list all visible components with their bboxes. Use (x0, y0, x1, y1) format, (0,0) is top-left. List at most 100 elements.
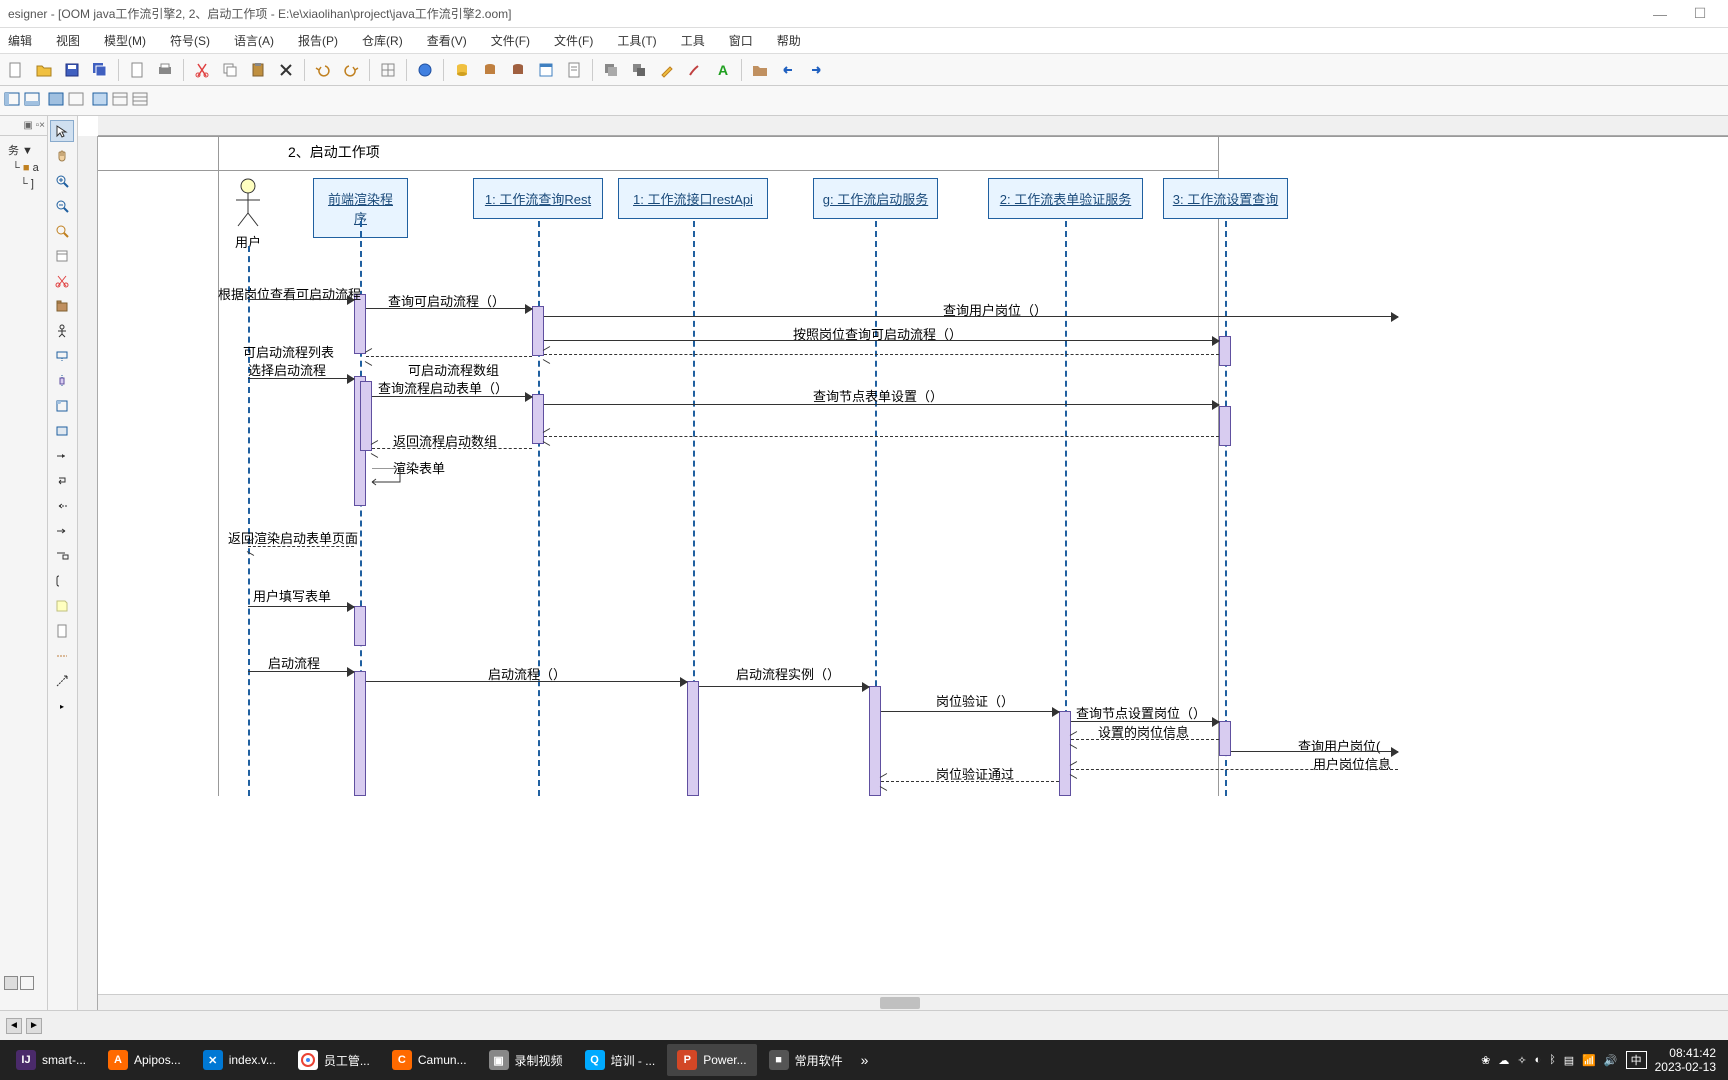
menu-language[interactable]: 语言(A) (230, 30, 278, 51)
menu-file2[interactable]: 文件(F) (550, 30, 597, 51)
delete-icon[interactable] (274, 58, 298, 82)
act-frontend-1[interactable] (354, 294, 366, 354)
taskbar-app-5[interactable]: CCamun... (382, 1044, 477, 1076)
tree-item-1[interactable]: 务 ▼ (4, 140, 43, 160)
panel1-icon[interactable] (4, 91, 20, 110)
horizontal-scrollbar[interactable] (98, 994, 1728, 1010)
maximize-button[interactable]: ☐ (1680, 5, 1720, 22)
scroll-thumb[interactable] (880, 997, 920, 1009)
taskbar-app-7[interactable]: Q培训 - ... (575, 1044, 666, 1076)
copy2-icon[interactable] (599, 58, 623, 82)
menu-window[interactable]: 窗口 (725, 30, 757, 51)
arrow-left-icon[interactable] (776, 58, 800, 82)
more-icon[interactable]: ▸ (50, 695, 74, 717)
menu-check[interactable]: 查看(V) (423, 30, 471, 51)
return-icon[interactable] (50, 495, 74, 517)
lifeline-start-service[interactable]: g: 工作流启动服务 (813, 178, 938, 219)
panel3-icon[interactable] (48, 91, 64, 110)
ime-indicator[interactable]: 中 (1626, 1051, 1647, 1069)
panel5-icon[interactable] (92, 91, 108, 110)
zoom-out-icon[interactable] (50, 195, 74, 217)
taskbar-app-2[interactable]: AApipos... (98, 1044, 191, 1076)
db2-icon[interactable] (478, 58, 502, 82)
globe-icon[interactable] (413, 58, 437, 82)
undo-icon[interactable] (311, 58, 335, 82)
taskbar-app-4[interactable]: 员工管... (288, 1044, 380, 1076)
taskbar-app-3[interactable]: ✕index.v... (193, 1044, 286, 1076)
tray-icon-6[interactable]: ▤ (1564, 1054, 1574, 1067)
pointer-tool-icon[interactable] (50, 120, 74, 142)
open-icon[interactable] (32, 58, 56, 82)
create-icon[interactable] (50, 545, 74, 567)
db1-icon[interactable] (450, 58, 474, 82)
tray-icon-3[interactable]: ✧ (1517, 1054, 1526, 1067)
menu-help[interactable]: 帮助 (773, 30, 805, 51)
menu-tools2[interactable]: 工具 (677, 30, 709, 51)
doc-icon[interactable] (562, 58, 586, 82)
message-icon[interactable] (50, 445, 74, 467)
print-icon[interactable] (153, 58, 177, 82)
window-icon[interactable] (534, 58, 558, 82)
act-frontend-2b[interactable] (360, 381, 372, 451)
grid-icon[interactable] (376, 58, 400, 82)
menu-tools1[interactable]: 工具(T) (613, 30, 660, 51)
panel4-icon[interactable] (68, 91, 84, 110)
taskbar-app-9[interactable]: ■常用软件 (759, 1044, 853, 1076)
taskbar-app-6[interactable]: ▣录制视频 (479, 1044, 573, 1076)
act-settings-1[interactable] (1219, 336, 1231, 366)
taskbar-app-1[interactable]: IJsmart-... (6, 1044, 96, 1076)
tray-icon-2[interactable]: ☁ (1498, 1054, 1509, 1067)
menu-file1[interactable]: 文件(F) (487, 30, 534, 51)
paste-icon[interactable] (246, 58, 270, 82)
menu-repository[interactable]: 仓库(R) (358, 30, 407, 51)
dependency-icon[interactable] (50, 670, 74, 692)
act-frontend-4[interactable] (354, 671, 366, 796)
arrow-right-icon[interactable] (804, 58, 828, 82)
tab2-icon[interactable] (20, 976, 34, 990)
saveall-icon[interactable] (88, 58, 112, 82)
properties-icon[interactable] (50, 245, 74, 267)
tree-item-2[interactable]: └ ■ a (4, 160, 43, 176)
menu-edit[interactable]: 编辑 (4, 30, 36, 51)
new-icon[interactable] (4, 58, 28, 82)
menu-symbol[interactable]: 符号(S) (166, 30, 214, 51)
zoom-fit-icon[interactable] (50, 220, 74, 242)
tray-bluetooth-icon[interactable]: ᛒ (1549, 1054, 1556, 1066)
file-icon[interactable] (50, 620, 74, 642)
ref-icon[interactable] (50, 420, 74, 442)
object-icon[interactable] (50, 345, 74, 367)
panel2-icon[interactable] (24, 91, 40, 110)
activation-icon[interactable] (50, 370, 74, 392)
system-tray[interactable]: ❀ ☁ ✧ ◐ ᛒ ▤ 📶 🔊 中 (1481, 1051, 1647, 1069)
package-icon[interactable] (50, 295, 74, 317)
pencil-icon[interactable] (655, 58, 679, 82)
actor-user[interactable]: 用户 (233, 178, 263, 251)
tab-prev-icon[interactable]: ◄ (6, 1018, 22, 1034)
brush-icon[interactable] (683, 58, 707, 82)
cut-tool-icon[interactable] (50, 270, 74, 292)
note-icon[interactable] (50, 595, 74, 617)
lifeline-query-rest[interactable]: 1: 工作流查询Rest (473, 178, 603, 219)
tray-icon-4[interactable]: ◐ (1535, 1054, 1542, 1066)
lifeline-settings-query[interactable]: 3: 工作流设置查询 (1163, 178, 1288, 219)
cut-icon[interactable] (190, 58, 214, 82)
act-api-1[interactable] (687, 681, 699, 796)
save-icon[interactable] (60, 58, 84, 82)
panel6-icon[interactable] (112, 91, 128, 110)
self-msg-icon[interactable] (50, 470, 74, 492)
hand-tool-icon[interactable] (50, 145, 74, 167)
constraint-icon[interactable] (50, 570, 74, 592)
page-icon[interactable] (125, 58, 149, 82)
redo-icon[interactable] (339, 58, 363, 82)
taskbar-overflow-icon[interactable]: » (855, 1052, 875, 1068)
actor-icon[interactable] (50, 320, 74, 342)
tray-icon-1[interactable]: ❀ (1481, 1054, 1490, 1067)
menu-model[interactable]: 模型(M) (100, 30, 150, 51)
zoom-in-icon[interactable] (50, 170, 74, 192)
db3-icon[interactable] (506, 58, 530, 82)
act-query-1[interactable] (532, 306, 544, 356)
act-settings-3[interactable] (1219, 721, 1231, 756)
stack-icon[interactable] (627, 58, 651, 82)
folder2-icon[interactable] (748, 58, 772, 82)
copy-icon[interactable] (218, 58, 242, 82)
